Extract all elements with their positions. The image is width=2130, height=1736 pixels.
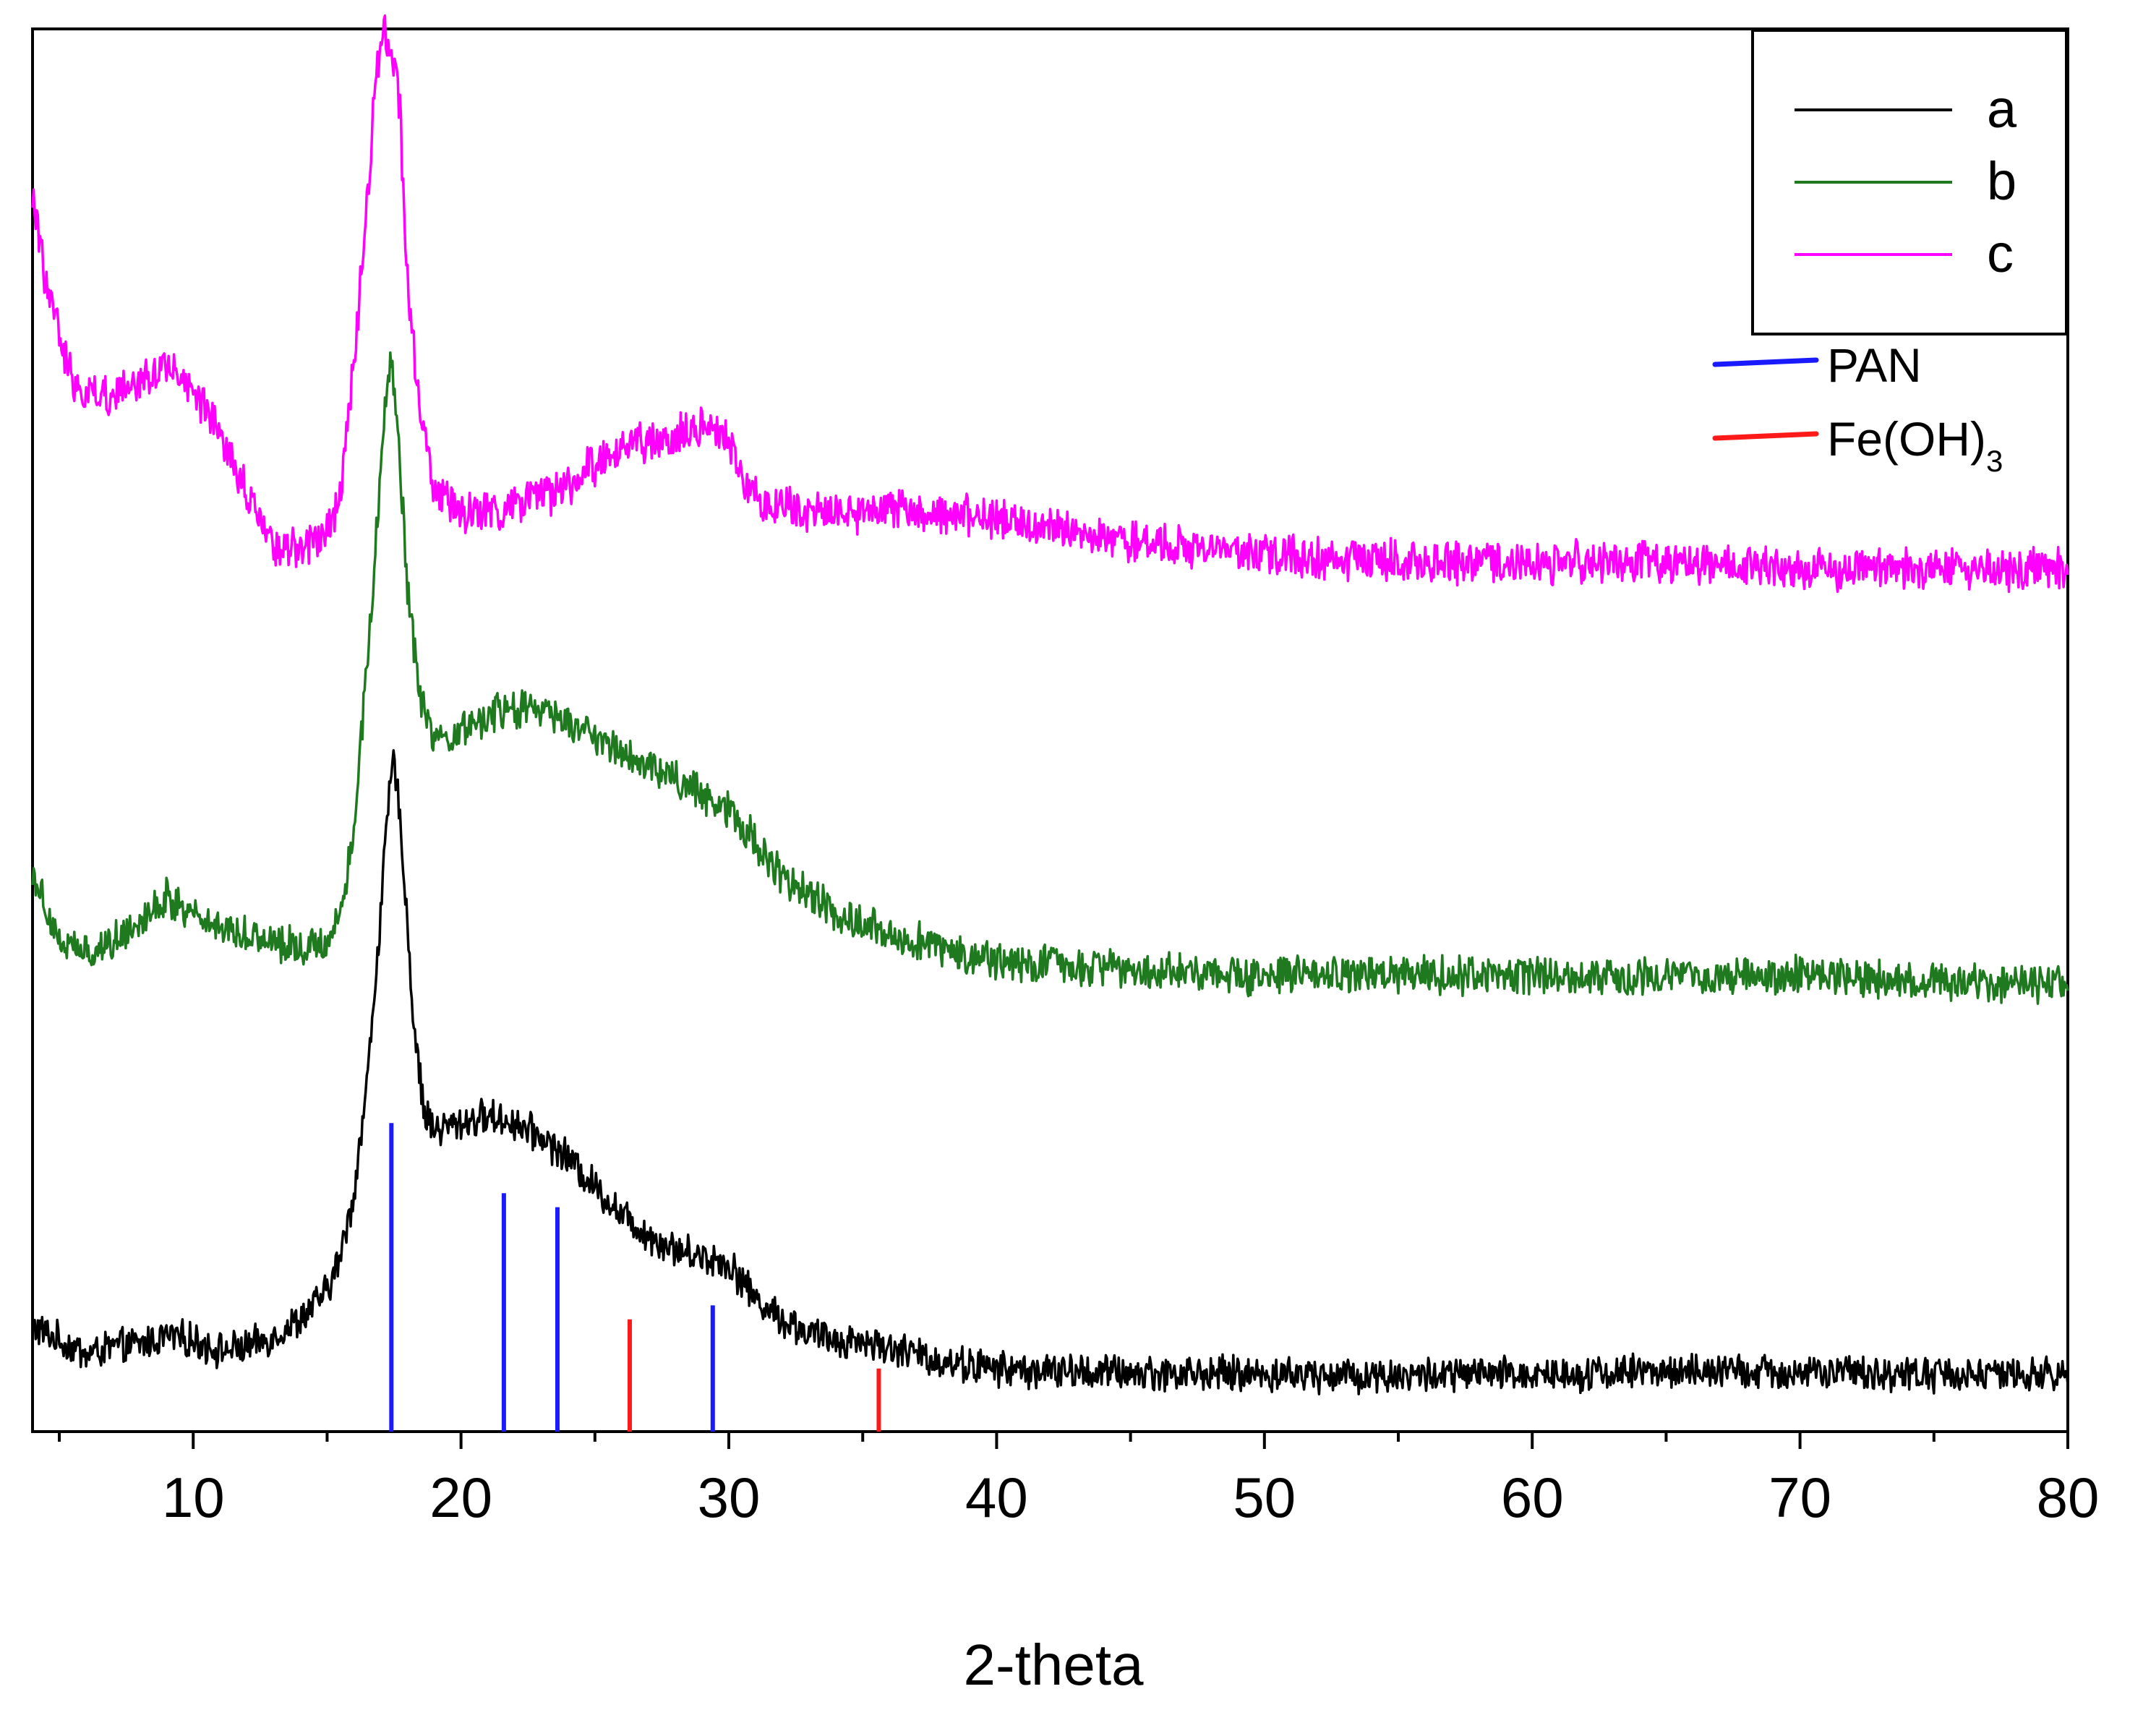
ref-legend-entry-pan: PAN xyxy=(1712,338,1922,392)
legend: a b c xyxy=(1751,29,2068,335)
legend-label-a: a xyxy=(1987,79,2017,139)
series-b-line xyxy=(31,351,2069,1005)
x-axis-title: 2-theta xyxy=(963,1633,1144,1697)
x-tick-label-80: 80 xyxy=(2037,1466,2100,1529)
x-tick-label-20: 20 xyxy=(429,1466,492,1529)
x-tick-label-70: 70 xyxy=(1768,1466,1831,1529)
legend-entry-b: b xyxy=(1795,151,2016,211)
ref-legend-label-feoh3: Fe(OH)3 xyxy=(1827,412,2003,478)
ref-legend-label-feoh3-main: Fe(OH) xyxy=(1827,412,1986,466)
legend-label-b: b xyxy=(1987,151,2016,211)
legend-entry-a: a xyxy=(1795,79,2017,139)
reference-lines xyxy=(389,1123,881,1432)
series-lines xyxy=(31,14,2069,1395)
reference-legend: PAN Fe(OH)3 xyxy=(1712,338,2003,478)
x-tick-label-10: 10 xyxy=(162,1466,225,1529)
ref-legend-swatch-feoh3 xyxy=(1712,431,1819,441)
ref-legend-label-pan: PAN xyxy=(1827,338,1922,392)
plot-frame xyxy=(31,27,2069,1433)
x-tick-label-60: 60 xyxy=(1501,1466,1564,1529)
x-tick-label-50: 50 xyxy=(1233,1466,1296,1529)
ref-legend-swatch-pan xyxy=(1712,357,1819,367)
ref-legend-entry-feoh3: Fe(OH)3 xyxy=(1712,412,2003,478)
series-a-line xyxy=(31,749,2069,1395)
x-tick-label-40: 40 xyxy=(965,1466,1028,1529)
legend-entry-c: c xyxy=(1795,223,2014,283)
x-axis: 10 20 30 40 50 60 70 80 xyxy=(58,1432,2100,1529)
series-c-line xyxy=(31,14,2069,594)
legend-label-c: c xyxy=(1987,223,2014,283)
plot-area xyxy=(31,14,2069,1433)
ref-legend-label-feoh3-sub: 3 xyxy=(1986,444,2003,478)
x-tick-label-30: 30 xyxy=(698,1466,761,1529)
